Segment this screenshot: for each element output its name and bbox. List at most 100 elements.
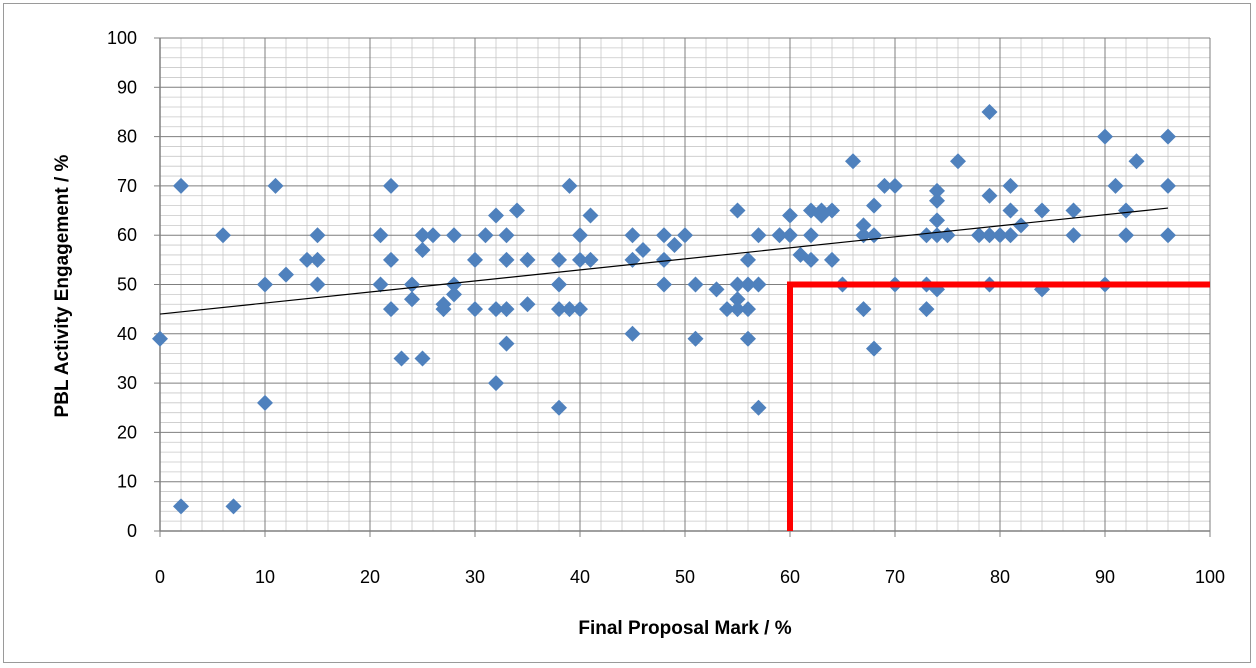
x-tick-label: 20 [360, 567, 380, 587]
x-tick-label: 40 [570, 567, 590, 587]
y-tick-labels: 0 10 20 30 40 50 60 70 80 90 100 [107, 28, 160, 541]
data-point [729, 202, 746, 219]
data-point [446, 286, 462, 303]
x-tick-label: 10 [255, 567, 275, 587]
data-point [939, 227, 956, 244]
data-point [572, 301, 588, 318]
data-point [1107, 177, 1124, 194]
data-point [666, 237, 683, 254]
data-point [551, 251, 567, 268]
data-point [309, 251, 326, 268]
data-point [656, 251, 672, 268]
data-point [687, 276, 704, 293]
data-point [572, 227, 588, 244]
data-point [1002, 227, 1019, 244]
data-point [918, 227, 935, 244]
y-tick-label: 40 [117, 324, 137, 344]
data-point [582, 251, 599, 268]
data-point [488, 301, 504, 318]
data-point [992, 227, 1008, 244]
data-point [488, 375, 504, 392]
data-point [404, 291, 420, 308]
data-point [309, 276, 326, 293]
y-tick-label: 60 [117, 225, 137, 245]
data-point [624, 227, 641, 244]
data-point [152, 330, 168, 347]
data-point [876, 177, 893, 194]
data-point [267, 177, 284, 194]
data-point [771, 227, 788, 244]
data-point [551, 301, 567, 318]
data-point [929, 212, 945, 229]
data-point [1118, 202, 1134, 219]
data-point [687, 330, 704, 347]
data-point [435, 301, 452, 318]
data-point [677, 227, 693, 244]
data-point [551, 399, 567, 416]
data-point [1160, 227, 1176, 244]
data-point [855, 301, 872, 318]
x-tick-label: 50 [675, 567, 695, 587]
data-point [572, 251, 588, 268]
data-point [1034, 202, 1050, 219]
data-point [845, 153, 861, 170]
data-point [498, 301, 515, 318]
data-point [498, 251, 515, 268]
data-point [551, 276, 567, 293]
data-points [152, 103, 1176, 515]
data-point [918, 301, 935, 318]
data-point [981, 227, 998, 244]
data-point [971, 227, 987, 244]
x-tick-label: 60 [780, 567, 800, 587]
x-tick-label: 90 [1095, 567, 1115, 587]
data-point [929, 227, 945, 244]
data-point [750, 399, 767, 416]
data-point [656, 227, 672, 244]
data-point [425, 227, 441, 244]
data-point [414, 241, 431, 258]
data-point [519, 296, 536, 313]
data-point [225, 498, 242, 515]
data-point [624, 325, 641, 342]
data-point [1002, 177, 1019, 194]
data-point [215, 227, 231, 244]
data-point [1118, 227, 1134, 244]
data-point [866, 197, 882, 214]
y-axis-title: PBL Activity Engagement / % [52, 154, 73, 417]
data-point [561, 177, 578, 194]
y-tick-label: 100 [107, 28, 137, 48]
data-point [792, 246, 809, 263]
data-point [740, 276, 756, 293]
x-tick-label: 80 [990, 567, 1010, 587]
data-point [1013, 217, 1029, 234]
data-point [1160, 128, 1176, 145]
threshold-lines [787, 281, 1210, 531]
data-point [372, 276, 389, 293]
data-point [740, 330, 756, 347]
data-point [950, 153, 966, 170]
data-point [309, 227, 326, 244]
data-point [582, 207, 599, 224]
data-point [383, 301, 399, 318]
x-tick-label: 30 [465, 567, 485, 587]
y-tick-label: 80 [117, 127, 137, 147]
data-point [509, 202, 525, 219]
y-tick-label: 70 [117, 176, 137, 196]
data-point [446, 276, 462, 293]
data-point [488, 207, 504, 224]
data-point [929, 192, 945, 209]
data-point [750, 227, 767, 244]
data-point [383, 177, 399, 194]
data-point [173, 498, 189, 515]
data-point [635, 241, 651, 258]
data-point [729, 291, 746, 308]
x-tick-label: 70 [885, 567, 905, 587]
x-tick-label: 0 [155, 567, 165, 587]
data-point [1128, 153, 1145, 170]
data-point [393, 350, 410, 367]
data-point [656, 276, 672, 293]
data-point [257, 276, 273, 293]
data-point [498, 227, 515, 244]
data-point [1002, 202, 1019, 219]
